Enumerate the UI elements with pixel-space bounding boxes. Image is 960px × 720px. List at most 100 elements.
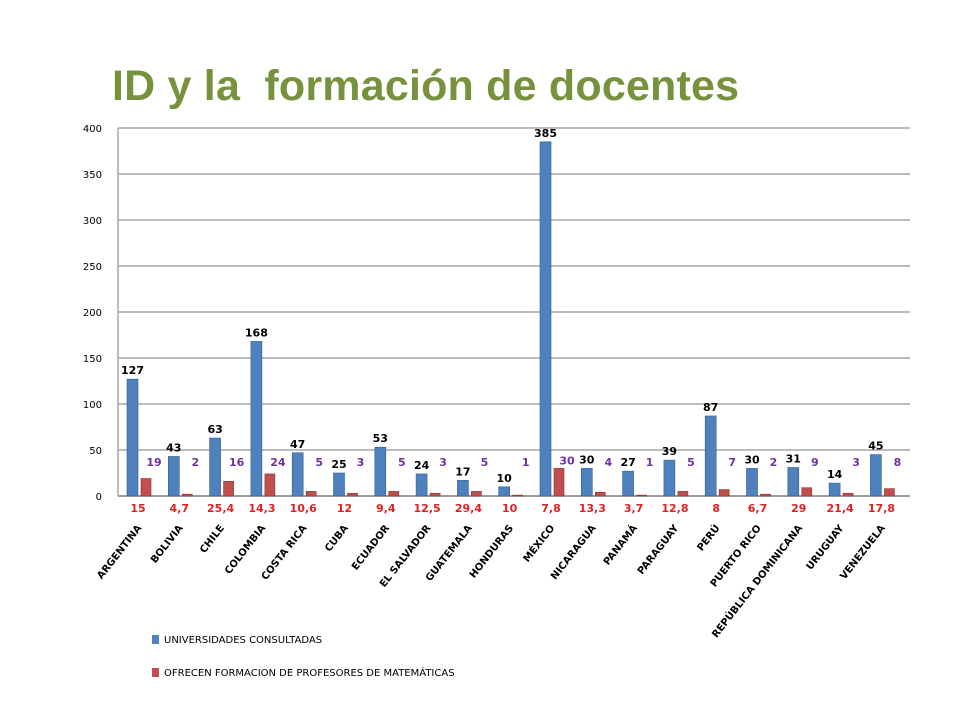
bar-ofrecen — [264, 473, 276, 497]
x-tick-label: PERÚ — [694, 522, 723, 554]
legend-label: UNIVERSIDADES CONSULTADAS — [164, 635, 322, 646]
x-tick-label: CUBA — [323, 523, 351, 554]
legend-swatch — [152, 635, 159, 644]
legend-swatch — [152, 668, 159, 677]
data-label-ofrecen: 8 — [894, 456, 902, 469]
data-label-percent: 6,7 — [748, 502, 768, 515]
bar-universidades — [126, 378, 139, 497]
bar-universidades — [498, 486, 511, 497]
data-label-universidades: 17 — [455, 465, 470, 478]
y-axis: 0 50 100 150 200 250 300 350 400 — [83, 124, 102, 503]
bar-ofrecen — [760, 493, 771, 497]
bar-ofrecen — [553, 468, 565, 497]
data-label-percent: 12,8 — [661, 502, 688, 515]
data-label-ofrecen: 5 — [687, 456, 695, 469]
x-tick-label: CHILE — [198, 523, 227, 556]
y-tick-label: 400 — [83, 124, 102, 135]
bar-ofrecen — [429, 492, 441, 497]
data-label-ofrecen: 5 — [398, 456, 406, 469]
y-tick-label: 150 — [83, 354, 102, 365]
x-tick-label: COSTA RICA — [260, 523, 310, 583]
data-label-universidades: 24 — [414, 459, 430, 472]
bar-universidades — [828, 482, 841, 497]
data-label-ofrecen: 1 — [522, 456, 530, 469]
data-label-universidades: 31 — [786, 452, 801, 465]
x-tick-label: ECUADOR — [350, 523, 392, 573]
bar-universidades — [333, 472, 345, 497]
y-tick-label: 250 — [83, 262, 102, 273]
bar-universidades — [787, 467, 800, 497]
data-label-ofrecen: 2 — [191, 456, 199, 469]
data-label-universidades: 47 — [290, 438, 305, 451]
data-label-ofrecen: 2 — [770, 456, 778, 469]
data-label-ofrecen: 5 — [481, 456, 489, 469]
x-tick-label: MÉXICO — [520, 522, 557, 565]
data-label-percent: 17,8 — [868, 502, 895, 515]
data-label-percent: 29,4 — [455, 502, 482, 515]
bar-ofrecen — [884, 488, 895, 497]
x-tick-label: HONDURAS — [468, 523, 516, 580]
bar-universidades — [168, 456, 180, 497]
data-label-universidades: 25 — [331, 458, 346, 471]
data-label-ofrecen: 3 — [357, 456, 365, 469]
data-label-percent: 3,7 — [624, 502, 644, 515]
x-tick-label: COLOMBIA — [223, 523, 268, 577]
bar-ofrecen — [677, 491, 689, 497]
data-label-ofrecen: 5 — [315, 456, 323, 469]
data-label-universidades: 10 — [497, 472, 513, 485]
data-label-percent: 14,3 — [248, 502, 275, 515]
data-label-percent: 10,6 — [290, 502, 317, 515]
data-label-universidades: 30 — [744, 453, 760, 466]
x-tick-label: VENEZUELA — [838, 523, 888, 582]
bar-ofrecen — [594, 492, 606, 497]
data-label-universidades: 63 — [207, 423, 222, 436]
data-label-percent: 21,4 — [827, 502, 854, 515]
legend-label: OFRECEN FORMACION DE PROFESORES DE MATEM… — [164, 666, 455, 679]
bar-ofrecen — [305, 491, 317, 497]
bar-universidades — [415, 473, 428, 497]
bar-universidades — [704, 415, 717, 497]
bar-universidades — [291, 452, 304, 497]
data-label-ofrecen: 1 — [646, 456, 654, 469]
data-label-percent: 29 — [791, 502, 806, 515]
bar-ofrecen — [347, 492, 358, 497]
data-label-universidades: 14 — [827, 468, 843, 481]
bar-universidades — [622, 470, 634, 497]
y-tick-label: 200 — [83, 308, 102, 319]
data-label-ofrecen: 24 — [270, 456, 286, 469]
bar-ofrecen — [801, 487, 813, 497]
x-tick-label: PARAGUAY — [636, 522, 682, 576]
data-label-percent: 9,4 — [376, 502, 396, 515]
bar-universidades — [746, 468, 758, 497]
data-label-universidades: 385 — [534, 127, 557, 140]
bar-ofrecen — [512, 494, 524, 497]
x-tick-label: URUGUAY — [805, 522, 847, 572]
slide-title: ID y la formación de docentes — [112, 62, 740, 110]
data-label-universidades: 168 — [245, 326, 268, 339]
data-label-ofrecen: 7 — [728, 456, 736, 469]
bar-universidades — [539, 141, 552, 497]
bar-universidades — [457, 480, 469, 497]
data-label-universidades: 39 — [662, 445, 677, 458]
data-label-universidades: 87 — [703, 401, 718, 414]
bar-universidades — [870, 454, 882, 497]
data-label-universidades: 127 — [121, 364, 144, 377]
bar-universidades — [663, 459, 676, 497]
data-label-universidades: 45 — [868, 440, 883, 453]
legend: UNIVERSIDADES CONSULTADAS OFRECEN FORMACI… — [152, 635, 455, 679]
y-tick-label: 100 — [83, 400, 102, 411]
y-tick-label: 300 — [83, 216, 102, 227]
data-label-ofrecen: 4 — [604, 456, 612, 469]
data-label-universidades: 27 — [620, 456, 635, 469]
data-label-universidades: 53 — [373, 432, 388, 445]
bar-universidades — [374, 446, 387, 497]
data-label-percent: 4,7 — [170, 502, 190, 515]
bar-universidades — [250, 341, 263, 497]
y-tick-label: 0 — [96, 492, 102, 503]
y-tick-label: 350 — [83, 170, 102, 181]
data-label-percent: 7,8 — [541, 502, 561, 515]
data-label-percent: 13,3 — [579, 502, 606, 515]
bars — [126, 141, 895, 497]
